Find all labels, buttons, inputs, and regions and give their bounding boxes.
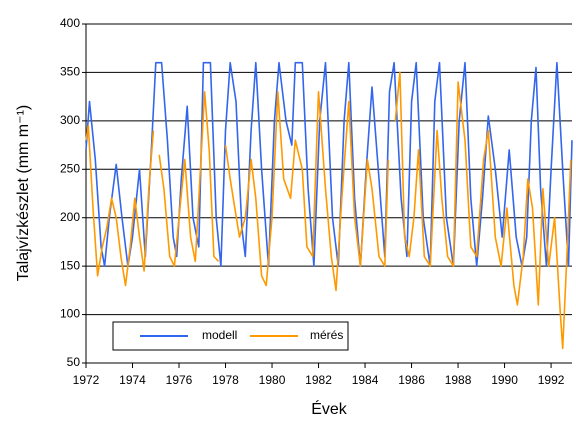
- x-tick-label: 1972: [73, 373, 100, 387]
- y-tick-label: 200: [60, 210, 80, 224]
- x-axis-title: Évek: [311, 399, 348, 418]
- x-tick-label: 1992: [538, 373, 565, 387]
- y-tick-label: 100: [60, 307, 80, 321]
- x-tick-label: 1980: [259, 373, 286, 387]
- x-tick-label: 1982: [305, 373, 332, 387]
- y-axis-title: Talajvízkészlet (mm m⁻¹): [15, 105, 32, 281]
- data-line: [85, 71, 572, 350]
- y-tick-label: 300: [60, 113, 80, 127]
- x-tick-label: 1986: [398, 373, 425, 387]
- y-tick-label: 50: [67, 355, 81, 369]
- legend: modell mérés: [112, 321, 349, 351]
- x-tick-label: 1978: [212, 373, 239, 387]
- legend-label: mérés: [310, 328, 343, 342]
- data-line: [85, 61, 573, 267]
- legend-label: modell: [202, 328, 237, 342]
- x-tick-label: 1984: [352, 373, 379, 387]
- x-tick-label: 1988: [445, 373, 472, 387]
- x-tick-label: 1990: [491, 373, 518, 387]
- y-tick-label: 350: [60, 65, 80, 79]
- plot-area: 50 100 150 200 250 300 350 400 1972 1974 1976 1978 1…: [60, 16, 573, 387]
- x-tick-label: 1976: [166, 373, 193, 387]
- y-tick-label: 250: [60, 161, 80, 175]
- x-tick-label: 1974: [119, 373, 146, 387]
- y-tick-label: 150: [60, 258, 80, 272]
- y-tick-label: 400: [60, 16, 80, 30]
